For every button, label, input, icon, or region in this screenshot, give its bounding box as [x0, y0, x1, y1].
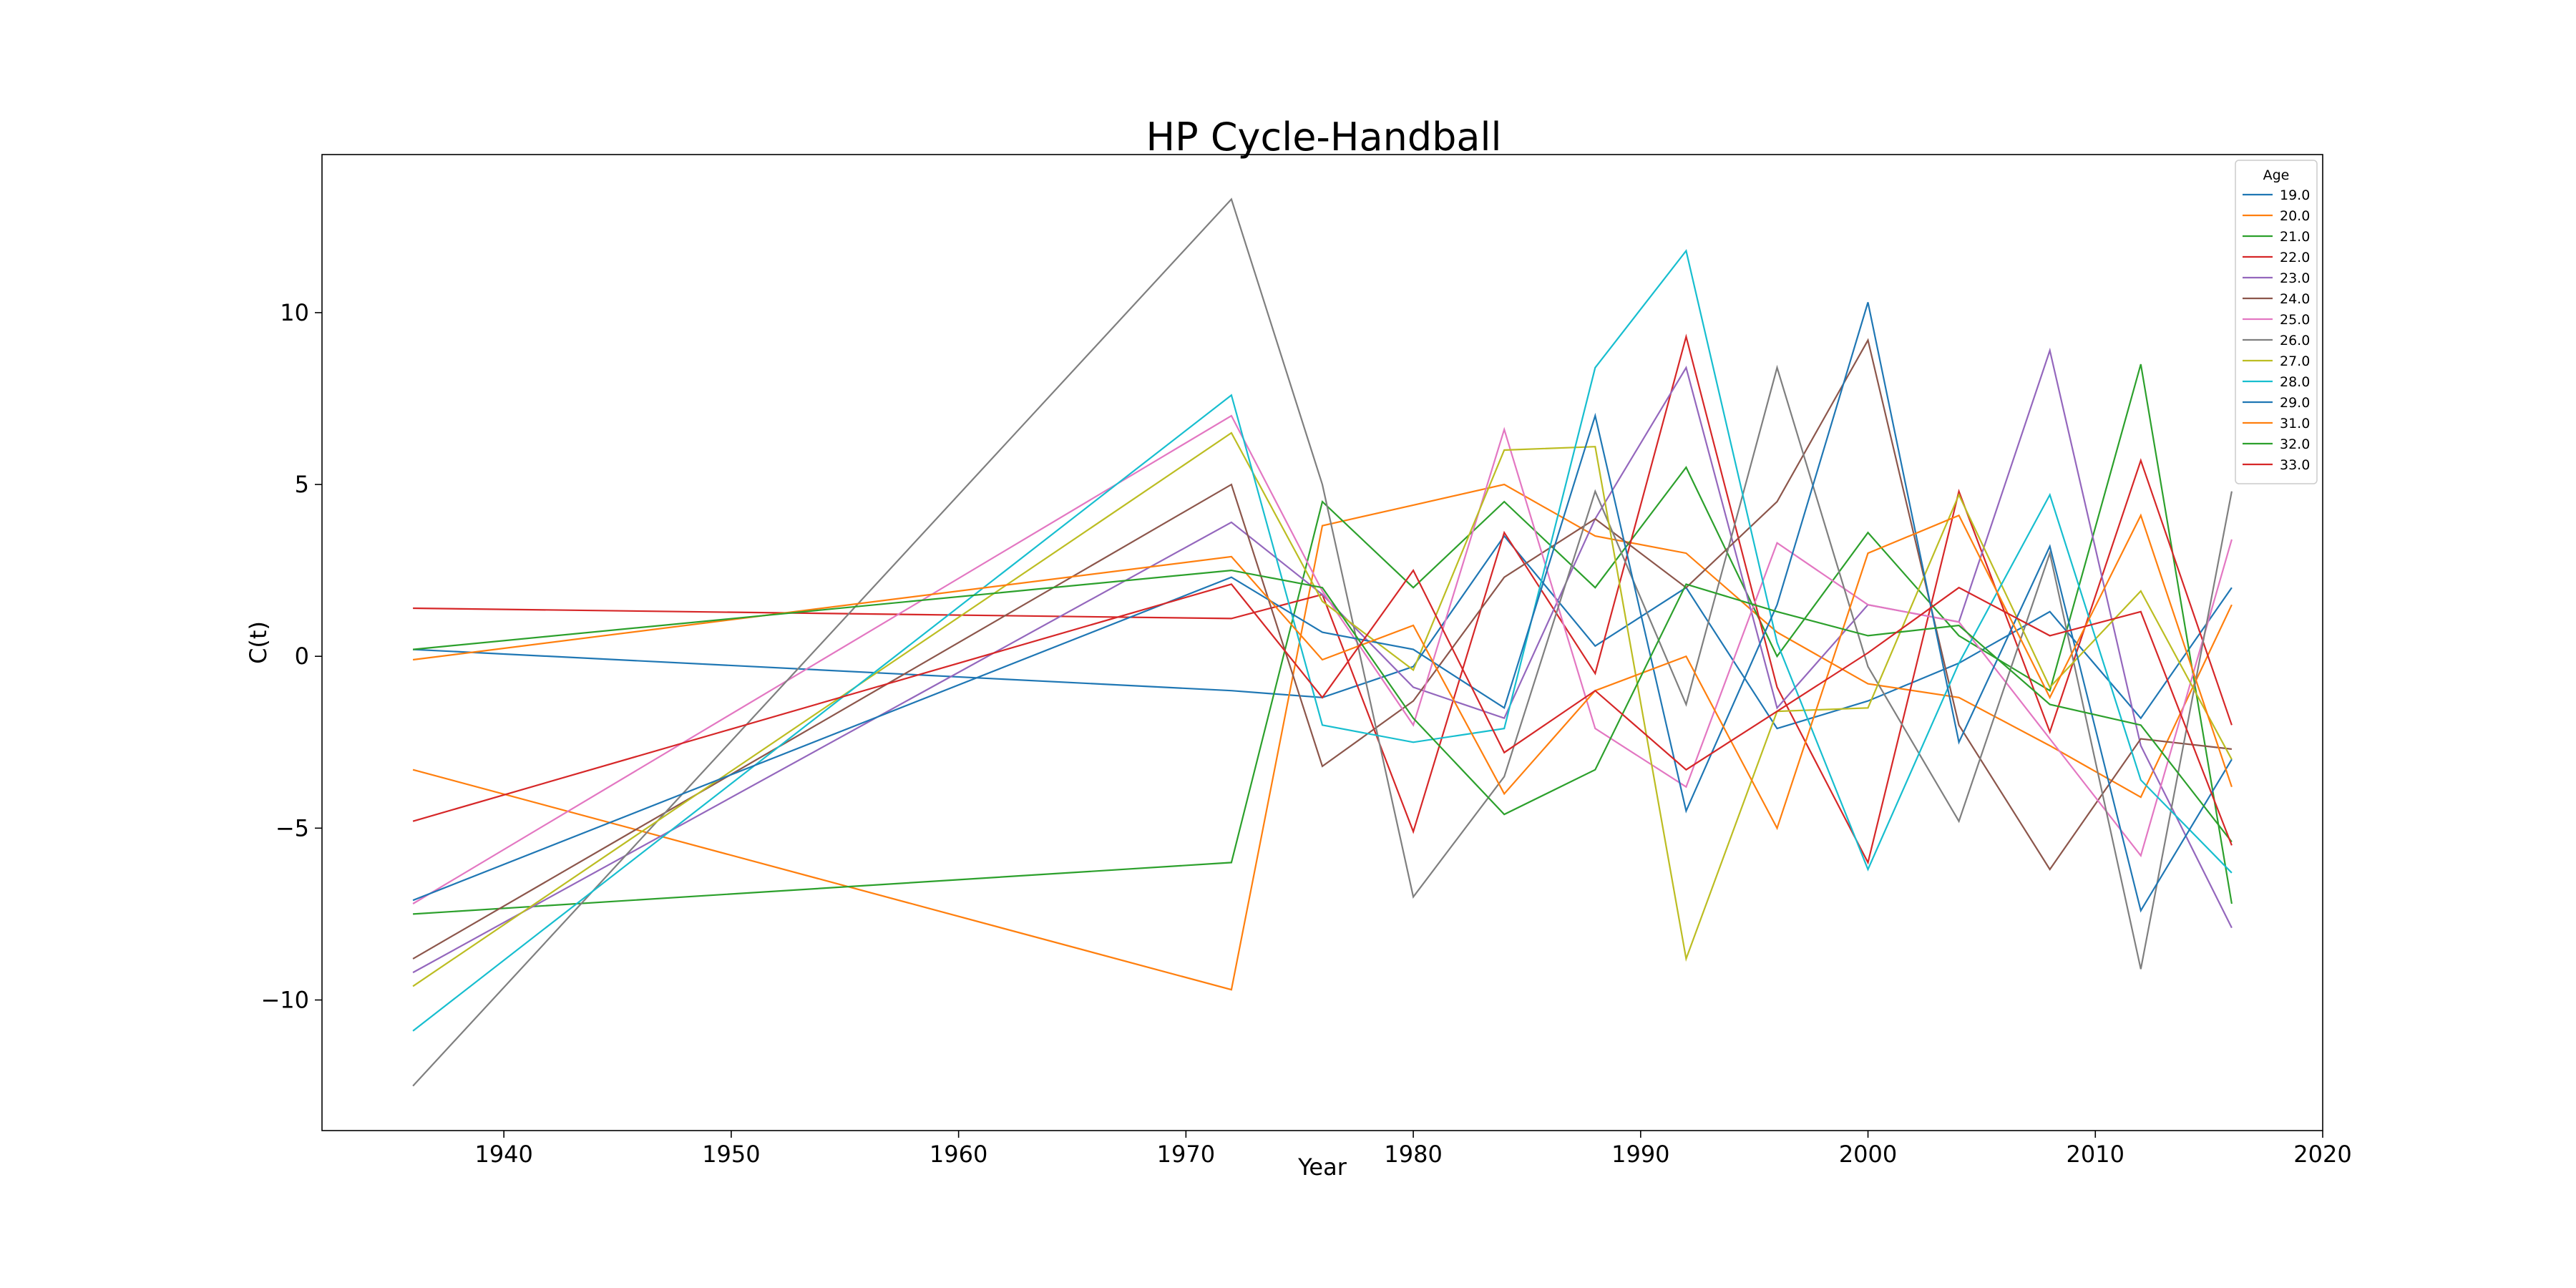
series-25.0	[412, 414, 2233, 904]
legend-label: 25.0	[2280, 312, 2310, 328]
legend-label: 20.0	[2280, 208, 2310, 224]
x-tick-label: 1990	[1611, 1141, 1669, 1168]
legend-item: 28.0	[2243, 374, 2310, 390]
x-tick-label: 1980	[1384, 1141, 1442, 1168]
legend-item: 20.0	[2243, 208, 2310, 224]
y-tick-label: −10	[260, 986, 309, 1013]
legend-item: 21.0	[2243, 229, 2310, 245]
legend: Age 19.0 20.0 21.0 22.0 23.0 24.0 25.0 26.0 27.0 2…	[2235, 160, 2318, 484]
x-tick-label: 1960	[930, 1141, 987, 1168]
x-tick-label: 2020	[2293, 1141, 2351, 1168]
legend-item: 33.0	[2243, 457, 2310, 473]
series-27.0	[412, 431, 2233, 987]
series-28.0	[412, 249, 2233, 1032]
series-layer	[412, 197, 2233, 1087]
y-tick-label: −5	[275, 814, 309, 841]
legend-label: 22.0	[2280, 250, 2310, 265]
legend-item: 23.0	[2243, 270, 2310, 286]
x-tick-label: 2010	[2067, 1141, 2124, 1168]
series-26.0	[412, 197, 2233, 1087]
y-axis-label: C(t)	[245, 621, 272, 664]
legend-label: 31.0	[2280, 416, 2310, 431]
legend-item: 22.0	[2243, 250, 2310, 265]
x-tick-label: 1970	[1157, 1141, 1215, 1168]
legend-item: 31.0	[2243, 416, 2310, 431]
series-23.0	[412, 347, 2233, 974]
legend-item: 29.0	[2243, 395, 2310, 411]
series-21.0	[413, 364, 2233, 915]
legend-label: 27.0	[2280, 353, 2310, 369]
y-tick-label: 0	[295, 643, 309, 670]
y-tick-label: 5	[295, 471, 309, 498]
y-axis: −10 −5 0 5 10	[260, 299, 322, 1013]
legend-label: 23.0	[2280, 270, 2310, 286]
series-24.0	[412, 338, 2233, 960]
series-33.0	[412, 568, 2233, 846]
x-axis-label: Year	[1297, 1153, 1347, 1181]
legend-item: 19.0	[2243, 187, 2310, 203]
legend-label: 21.0	[2280, 229, 2310, 245]
plot-frame	[321, 154, 2323, 1131]
legend-item: 25.0	[2243, 312, 2310, 328]
legend-label: 29.0	[2280, 395, 2310, 411]
legend-label: 26.0	[2280, 333, 2310, 348]
y-tick-label: 10	[280, 299, 309, 326]
legend-title: Age	[2263, 167, 2290, 183]
legend-label: 33.0	[2280, 457, 2310, 473]
legend-label: 32.0	[2280, 436, 2310, 452]
legend-item: 26.0	[2243, 333, 2310, 348]
legend-item: 32.0	[2243, 436, 2310, 452]
series-20.0	[412, 483, 2233, 991]
legend-label: 19.0	[2280, 187, 2310, 203]
x-tick-label: 1950	[702, 1141, 760, 1168]
legend-item: 27.0	[2243, 353, 2310, 369]
series-32.0	[412, 569, 2233, 843]
x-tick-label: 1940	[474, 1141, 532, 1168]
legend-label: 28.0	[2280, 374, 2310, 390]
legend-item: 24.0	[2243, 291, 2310, 307]
series-29.0	[412, 302, 2233, 913]
legend-label: 24.0	[2280, 291, 2310, 307]
chart-title: HP Cycle-Handball	[1146, 114, 1502, 160]
x-tick-label: 2000	[1839, 1141, 1897, 1168]
x-axis: 1940 1950 1960 1970 1980 1990 2000 2010 2020	[474, 1131, 2352, 1168]
